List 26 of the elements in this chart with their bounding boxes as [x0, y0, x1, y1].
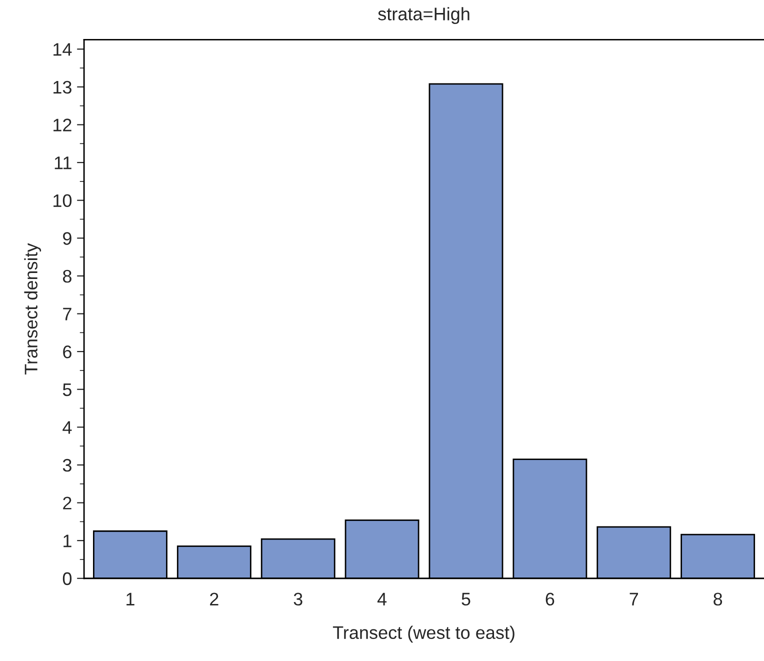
x-tick-label: 3: [294, 592, 302, 606]
y-tick-label: 12: [54, 118, 72, 132]
y-tick-label: 4: [62, 421, 72, 434]
y-tick-label: 11: [54, 156, 72, 170]
y-tick-label: 13: [54, 80, 72, 94]
x-tick-label: 8: [714, 592, 722, 606]
x-tick-label: 5: [462, 592, 470, 606]
y-tick-label: 8: [62, 270, 72, 283]
y-tick-label: 1: [64, 534, 72, 548]
x-tick-label: 7: [630, 592, 638, 606]
y-tick-label: 5: [62, 383, 72, 396]
y-tick-label: 9: [63, 232, 72, 245]
x-tick-label: 4: [377, 592, 387, 606]
x-tick-label: 6: [546, 592, 554, 606]
x-tick-label: 1: [126, 592, 134, 606]
y-tick-label: 10: [54, 194, 72, 208]
y-tick-label: 2: [63, 496, 72, 510]
chart-title: strata=High: [378, 7, 470, 24]
y-tick-label: 3: [62, 458, 72, 472]
x-tick-label: 2: [210, 592, 218, 606]
y-tick-label: 14: [54, 43, 72, 56]
y-tick-label: 0: [62, 572, 72, 586]
y-axis-title: Transect density: [24, 243, 42, 374]
y-tick-label: 6: [63, 345, 72, 358]
x-axis-title: Transect (west to east): [332, 626, 514, 643]
y-tick-label: 7: [63, 308, 72, 320]
